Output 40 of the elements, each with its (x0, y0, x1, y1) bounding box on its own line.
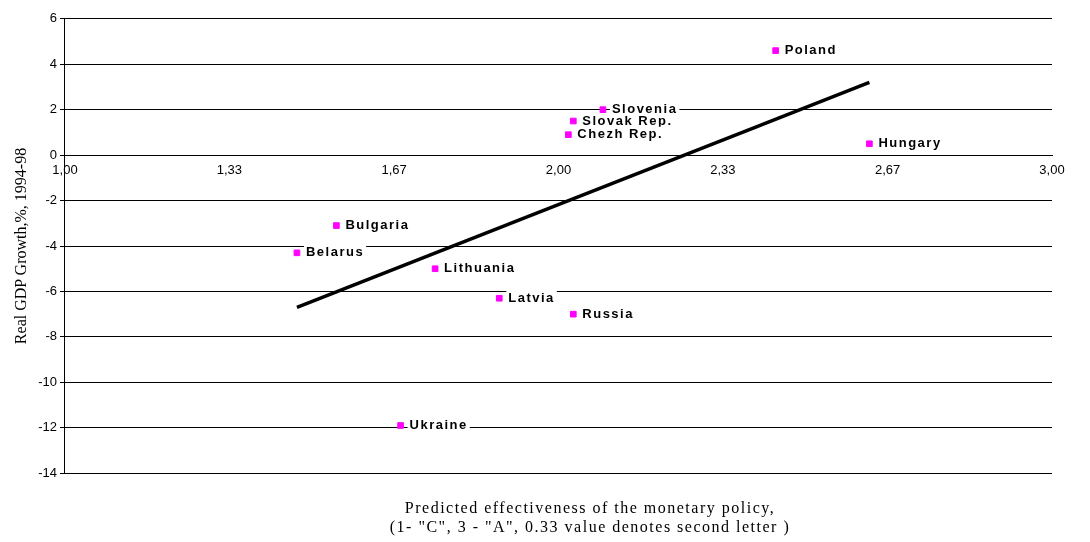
annotation: Latvia (508, 289, 555, 305)
x-tick-label: 3,00 (1039, 162, 1065, 178)
annotation: Hungary (878, 135, 942, 151)
y-tick-label: 0 (49, 146, 57, 162)
point (431, 265, 439, 273)
y-tick-label: -12 (38, 419, 57, 435)
point (772, 47, 779, 54)
point (599, 106, 607, 114)
y-tick-label: -4 (45, 237, 57, 253)
x-tick-label: 2,67 (875, 162, 901, 178)
annotation: Slovenia (611, 101, 678, 117)
annotation: Russia (582, 305, 634, 321)
point (495, 294, 503, 302)
annotation: Ukraine (409, 417, 468, 433)
annotation: Bulgaria (345, 217, 410, 233)
y-tick-label: -6 (45, 283, 57, 299)
x-tick-label: 2,00 (545, 162, 572, 178)
y-tick-label: 4 (49, 55, 57, 71)
point (397, 422, 404, 429)
annotation: Poland (784, 42, 837, 58)
point (569, 310, 577, 318)
annotation: Lithuania (444, 260, 516, 276)
y-tick-label: 6 (49, 10, 57, 26)
point (866, 140, 873, 148)
y-tick-label: -10 (38, 373, 57, 389)
point (333, 222, 340, 229)
x-tick-label: 2,33 (710, 162, 736, 178)
point (569, 117, 577, 125)
annotation: Belarus (305, 244, 365, 260)
y-tick-label: -2 (45, 192, 57, 208)
y-tick-label: 2 (49, 101, 57, 117)
annotation: Chezh Rep. (577, 126, 664, 142)
y-tick-label: -8 (45, 328, 57, 344)
point (565, 131, 572, 138)
point (293, 249, 301, 257)
y-tick-label: -14 (38, 464, 57, 480)
x-tick-label: 1,67 (381, 162, 407, 178)
y-axis-title: Real GDP Growth,%, 1994-98 (11, 147, 29, 345)
x-tick-label: 1,33 (216, 162, 242, 178)
x-axis-title: Predicted effectiveness of the monetary policy, (1- "C", 3 - "A", 0.33 value denotes second letter ) (388, 498, 792, 536)
